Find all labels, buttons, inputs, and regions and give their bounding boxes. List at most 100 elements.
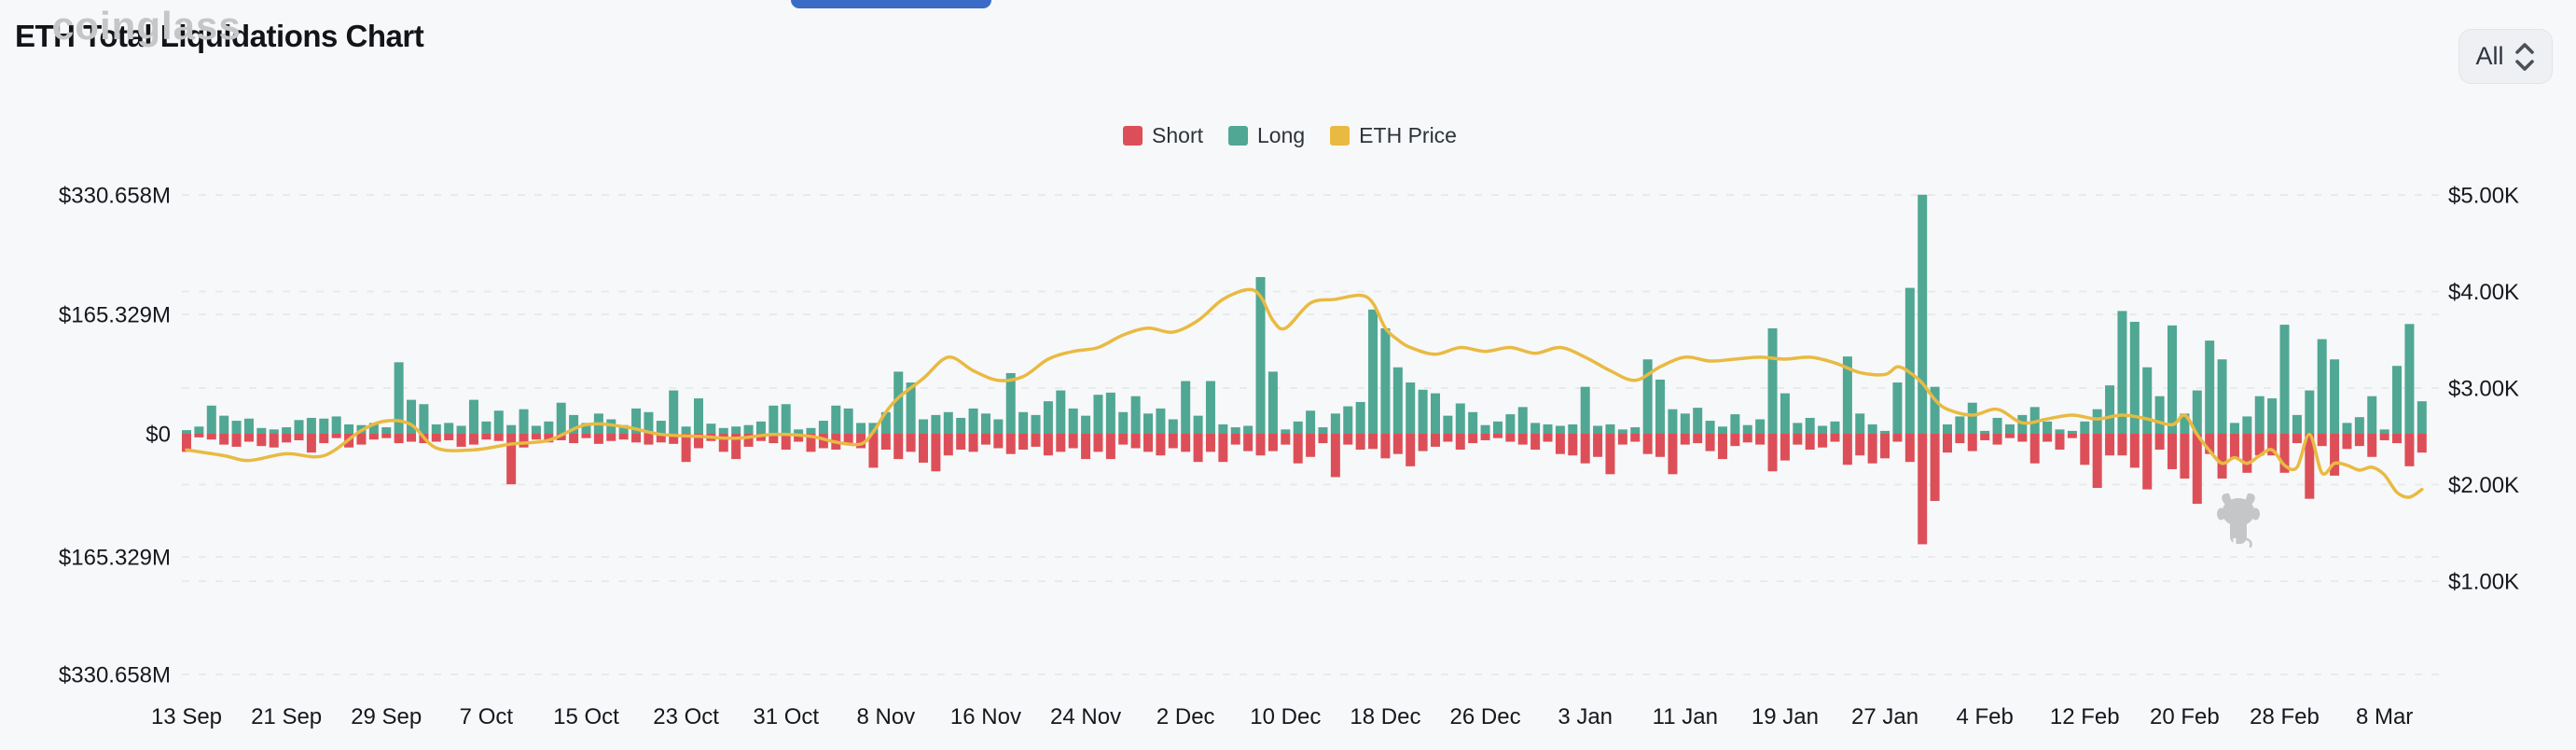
legend-item-long[interactable]: Long: [1228, 123, 1305, 148]
short-bar: [980, 434, 990, 445]
x-axis-label: 18 Dec: [1350, 704, 1420, 729]
short-bar: [2142, 434, 2153, 490]
long-bar: [1955, 416, 1965, 434]
short-bar: [1793, 434, 1803, 445]
long-bar: [2254, 396, 2264, 434]
short-bar: [693, 434, 703, 449]
long-bar: [1018, 411, 1029, 434]
long-bar: [1193, 415, 1203, 434]
short-bar: [631, 434, 642, 443]
short-bar: [1830, 434, 1840, 442]
short-bar: [593, 434, 603, 444]
short-bar: [681, 434, 691, 463]
y-axis-label-left: $165.329M: [59, 546, 171, 571]
long-bar: [1306, 410, 1316, 434]
x-axis-label: 8 Nov: [856, 704, 915, 729]
short-bar: [182, 434, 191, 452]
long-bar: [456, 425, 466, 434]
long-bar: [1992, 417, 2002, 434]
long-bar: [2192, 390, 2202, 434]
long-bar: [506, 424, 517, 434]
legend-item-short[interactable]: Short: [1123, 123, 1203, 148]
short-bar: [1767, 434, 1778, 472]
long-bar: [2242, 416, 2252, 434]
long-bar: [1267, 371, 1278, 434]
long-bar: [1555, 425, 1565, 434]
short-bar: [519, 434, 529, 448]
short-bar: [1955, 434, 1965, 444]
long-bar: [618, 424, 629, 434]
page-title: ETH Total Liquidations Chart: [15, 19, 424, 53]
short-bar: [2267, 434, 2278, 456]
short-bar: [2367, 434, 2377, 457]
long-bar: [1904, 287, 1915, 434]
short-bar: [1530, 434, 1541, 451]
short-bar: [943, 434, 953, 456]
long-bar: [1568, 424, 1578, 434]
long-bar: [1717, 426, 1727, 434]
partial-top-button[interactable]: [791, 0, 991, 8]
long-bar: [282, 427, 292, 434]
x-axis-label: 23 Oct: [653, 704, 719, 729]
long-bar: [906, 382, 916, 434]
long-bar: [368, 423, 379, 434]
eth-price-swatch-icon: [1330, 126, 1350, 146]
legend-item-eth-price[interactable]: ETH Price: [1330, 123, 1457, 148]
long-bar: [2267, 398, 2278, 434]
long-bar: [1530, 423, 1541, 434]
long-swatch-icon: [1228, 126, 1249, 146]
long-bar: [2342, 423, 2352, 434]
long-bar: [2317, 339, 2327, 434]
x-axis-label: 15 Oct: [553, 704, 619, 729]
x-axis-label: 20 Feb: [2150, 704, 2220, 729]
short-bar: [1755, 434, 1766, 445]
long-bar: [1980, 430, 1990, 434]
long-bar: [344, 424, 354, 434]
short-bar: [1267, 434, 1278, 451]
long-bar: [1942, 424, 1952, 434]
long-bar: [1780, 393, 1790, 434]
long-bar: [968, 408, 978, 434]
short-bar: [431, 434, 441, 442]
short-bar: [444, 434, 454, 440]
short-bar: [1730, 434, 1740, 447]
long-bar: [893, 371, 904, 434]
long-bar: [2279, 325, 2290, 434]
short-bar: [968, 434, 978, 452]
short-bar: [2080, 434, 2090, 465]
short-bar: [1355, 434, 1365, 451]
short-bar: [1193, 434, 1203, 463]
short-bar: [769, 434, 779, 444]
long-bar: [1343, 406, 1353, 434]
long-bar: [2217, 359, 2227, 434]
short-bar: [2292, 434, 2302, 444]
long-bar: [1818, 425, 1828, 434]
long-bar: [319, 418, 329, 434]
short-bar: [556, 434, 566, 440]
long-bar: [2142, 367, 2153, 434]
short-bar: [2254, 434, 2264, 456]
long-bar: [231, 421, 242, 434]
long-bar: [656, 421, 666, 434]
long-bar: [706, 424, 716, 434]
long-bar: [2330, 359, 2340, 434]
long-bar: [1742, 424, 1752, 434]
long-bar: [556, 402, 566, 434]
short-bar: [1630, 434, 1641, 442]
short-bar: [1517, 434, 1528, 445]
short-bar: [1205, 434, 1215, 452]
short-bar: [2217, 434, 2227, 479]
long-bar: [856, 423, 866, 434]
short-bar: [931, 434, 941, 472]
long-bar: [1005, 372, 1016, 434]
long-bar: [843, 408, 853, 434]
long-bar: [1230, 427, 1240, 434]
short-bar: [319, 434, 329, 444]
long-bar: [569, 414, 579, 434]
long-bar: [1205, 381, 1215, 434]
range-select-button[interactable]: All: [2458, 29, 2553, 84]
long-bar: [1406, 382, 1416, 434]
long-bar: [1455, 403, 1465, 434]
long-bar: [1967, 402, 1977, 434]
